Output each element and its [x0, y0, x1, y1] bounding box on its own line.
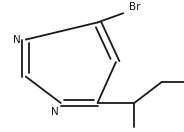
Text: N: N: [51, 107, 59, 117]
Text: N: N: [13, 35, 21, 45]
Text: Br: Br: [129, 2, 140, 12]
